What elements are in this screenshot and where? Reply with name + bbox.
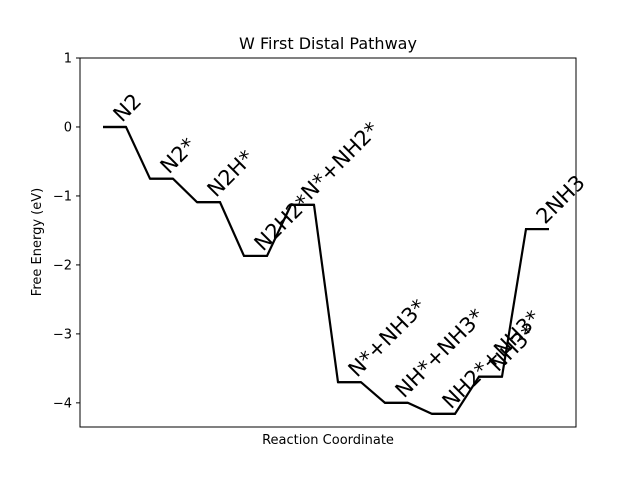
- y-tick-label: 1: [64, 52, 72, 67]
- energy-path-group: [103, 125, 549, 415]
- y-tick-label: −4: [53, 396, 72, 411]
- y-tick-label: −2: [53, 258, 72, 273]
- plot-frame: [79, 57, 577, 428]
- energy-path-line: [103, 125, 549, 415]
- y-axis-ticks: 1 0 −1 −2 −3 −4: [53, 52, 80, 411]
- x-axis-label: Reaction Coordinate: [262, 433, 394, 448]
- chart-title: W First Distal Pathway: [239, 34, 417, 53]
- y-axis-label: Free Energy (eV): [30, 188, 45, 296]
- y-tick-label: −3: [53, 327, 72, 342]
- y-tick-label: −1: [53, 189, 72, 204]
- y-tick-label: 0: [64, 120, 72, 135]
